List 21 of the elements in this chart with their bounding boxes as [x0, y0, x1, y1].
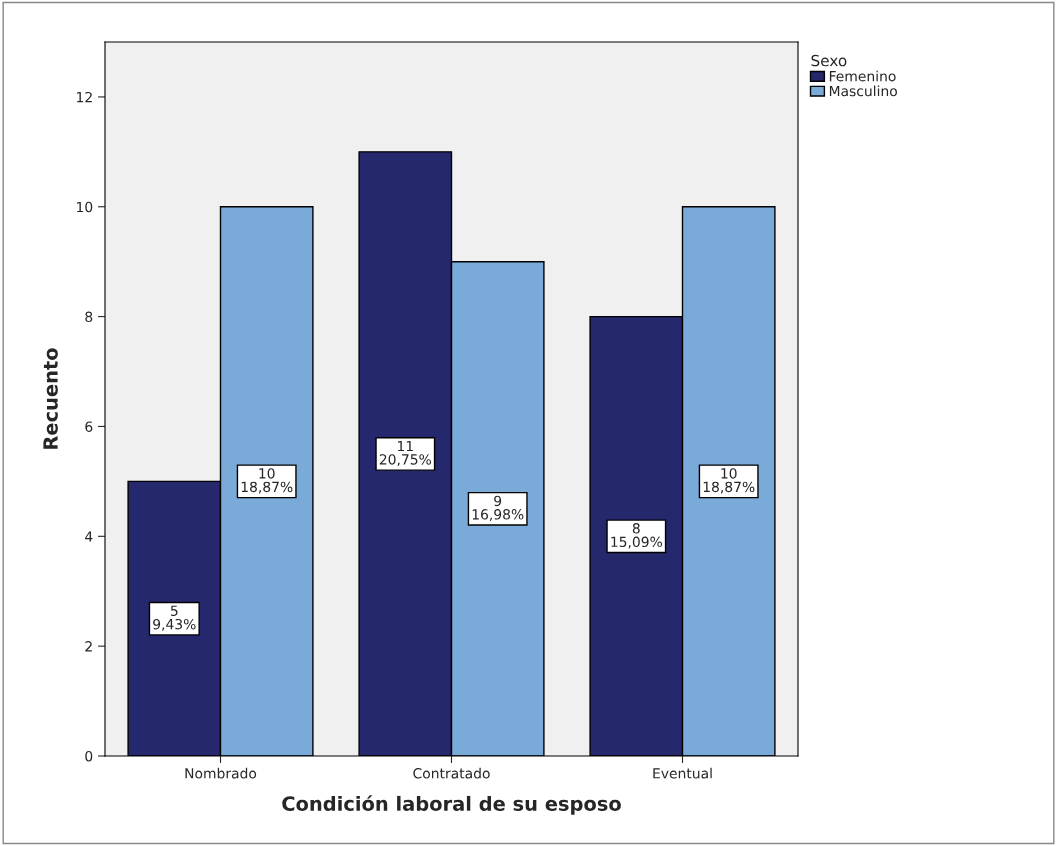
y-tick-label: 4 [85, 531, 93, 542]
x-axis-title: Condición laboral de su esposo [282, 795, 621, 815]
data-label: 10 18,87% [703, 468, 755, 494]
legend-title: Sexo [811, 54, 847, 67]
y-tick-label: 8 [85, 311, 93, 323]
y-axis-title: Recuento [43, 348, 58, 449]
y-tick-label: 6 [85, 421, 93, 432]
y-tick-label: 10 [77, 201, 93, 213]
x-tick-label: Nombrado [185, 767, 257, 779]
data-label: 8 15,09% [611, 523, 663, 549]
x-tick-label: Contratado [413, 767, 490, 779]
data-label: 11 20,75% [379, 440, 432, 467]
data-label: 9 16,98% [472, 495, 524, 522]
legend-label: Masculino [829, 85, 897, 97]
legend-label: Femenino [829, 70, 896, 82]
y-tick-label: 2 [85, 641, 92, 652]
data-label: 10 18,87% [241, 468, 293, 494]
y-tick-label: 0 [85, 750, 93, 762]
x-tick-label: Eventual [653, 767, 712, 779]
y-tick-label: 12 [77, 91, 92, 103]
data-label: 5 9,43% [153, 605, 196, 631]
